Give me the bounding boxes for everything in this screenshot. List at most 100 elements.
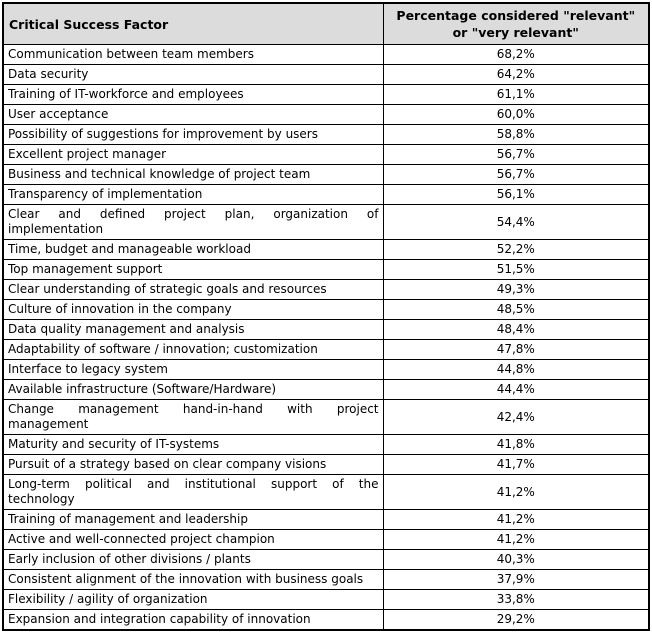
- factor-cell: Top management support: [2, 259, 384, 280]
- factor-text-line: Training of management and leadership: [8, 512, 248, 526]
- table-row: Clear and defined project plan, organiza…: [2, 204, 650, 240]
- percentage-cell: 56,7%: [382, 164, 650, 185]
- factor-text-line: Time, budget and manageable workload: [8, 242, 251, 256]
- percentage-cell: 68,2%: [382, 44, 650, 65]
- factor-text-line: Maturity and security of IT-systems: [8, 437, 220, 451]
- factor-text-line: technology: [8, 492, 75, 506]
- factor-cell: Possibility of suggestions for improveme…: [2, 124, 384, 145]
- table-row: Data security 64,2%: [2, 64, 650, 85]
- factor-text-line: Pursuit of a strategy based on clear com…: [8, 457, 327, 471]
- factor-cell: Transparency of implementation: [2, 184, 384, 205]
- factor-text-line: implementation: [8, 222, 104, 236]
- factor-text-line: Top management support: [8, 262, 163, 276]
- table-row: Expansion and integration capability of …: [2, 609, 650, 631]
- factor-text-line: Flexibility / agility of organization: [8, 592, 208, 606]
- percentage-cell: 64,2%: [382, 64, 650, 85]
- factor-text-line: Early inclusion of other divisions / pla…: [8, 552, 251, 566]
- table-row: Available infrastructure (Software/Hardw…: [2, 379, 650, 400]
- percentage-cell: 41,2%: [382, 529, 650, 550]
- table-row: Long-term political and institutional su…: [2, 474, 650, 510]
- factor-cell: Data quality management and analysis: [2, 319, 384, 340]
- percentage-cell: 54,4%: [382, 204, 650, 240]
- column-header-percentage-relevant: Percentage considered "relevant" or "ver…: [382, 2, 650, 45]
- factor-cell: Time, budget and manageable workload: [2, 239, 384, 260]
- percentage-cell: 48,4%: [382, 319, 650, 340]
- factor-cell: User acceptance: [2, 104, 384, 125]
- factor-text-line: Change management hand-in-hand with proj…: [8, 402, 379, 416]
- factor-cell: Consistent alignment of the innovation w…: [2, 569, 384, 590]
- percentage-cell: 56,7%: [382, 144, 650, 165]
- factor-text-line: Clear understanding of strategic goals a…: [8, 282, 327, 296]
- percentage-cell: 60,0%: [382, 104, 650, 125]
- factor-text-line: Culture of innovation in the company: [8, 302, 232, 316]
- factor-cell: Business and technical knowledge of proj…: [2, 164, 384, 185]
- column-header-critical-success-factor: Critical Success Factor: [2, 2, 384, 45]
- percentage-cell: 29,2%: [382, 609, 650, 631]
- percentage-cell: 41,8%: [382, 434, 650, 455]
- percentage-cell: 42,4%: [382, 399, 650, 435]
- table-row: Culture of innovation in the company 48,5…: [2, 299, 650, 320]
- table-row: Training of management and leadership 41,…: [2, 509, 650, 530]
- table-row: Time, budget and manageable workload 52,2…: [2, 239, 650, 260]
- factor-text-line: Possibility of suggestions for improveme…: [8, 127, 318, 141]
- factor-text-line: management: [8, 417, 89, 431]
- table-row: Active and well-connected project champi…: [2, 529, 650, 550]
- table-row: Interface to legacy system 44,8%: [2, 359, 650, 380]
- percentage-cell: 48,5%: [382, 299, 650, 320]
- factor-cell: Clear and defined project plan, organiza…: [2, 204, 384, 240]
- table-row: Consistent alignment of the innovation w…: [2, 569, 650, 590]
- percentage-cell: 61,1%: [382, 84, 650, 105]
- table-row: Training of IT-workforce and employees 61…: [2, 84, 650, 105]
- factor-text-line: Adaptability of software / innovation; c…: [8, 342, 318, 356]
- table-body: Communication between team members 68,2% D…: [2, 44, 650, 631]
- factor-text-line: Data quality management and analysis: [8, 322, 245, 336]
- table-row: Data quality management and analysis 48,4…: [2, 319, 650, 340]
- table-row: Possibility of suggestions for improveme…: [2, 124, 650, 145]
- factor-cell: Communication between team members: [2, 44, 384, 65]
- factor-text-line: Excellent project manager: [8, 147, 167, 161]
- table-row: Adaptability of software / innovation; c…: [2, 339, 650, 360]
- factor-cell: Clear understanding of strategic goals a…: [2, 279, 384, 300]
- percentage-cell: 41,2%: [382, 474, 650, 510]
- factor-text-line: Training of IT-workforce and employees: [8, 87, 244, 101]
- factor-text-line: Data security: [8, 67, 89, 81]
- factor-cell: Active and well-connected project champi…: [2, 529, 384, 550]
- factor-cell: Adaptability of software / innovation; c…: [2, 339, 384, 360]
- factor-cell: Change management hand-in-hand with proj…: [2, 399, 384, 435]
- factor-cell: Long-term political and institutional su…: [2, 474, 384, 510]
- factor-cell: Data security: [2, 64, 384, 85]
- table-row: Early inclusion of other divisions / pla…: [2, 549, 650, 570]
- table-row: Change management hand-in-hand with proj…: [2, 399, 650, 435]
- factor-cell: Excellent project manager: [2, 144, 384, 165]
- percentage-cell: 51,5%: [382, 259, 650, 280]
- table-row: Communication between team members 68,2%: [2, 44, 650, 65]
- factor-text-line: Active and well-connected project champi…: [8, 532, 275, 546]
- factor-cell: Pursuit of a strategy based on clear com…: [2, 454, 384, 475]
- factor-text-line: Consistent alignment of the innovation w…: [8, 572, 364, 586]
- table-head: Critical Success Factor Percentage consi…: [2, 2, 650, 45]
- factor-cell: Available infrastructure (Software/Hardw…: [2, 379, 384, 400]
- factor-text-line: Interface to legacy system: [8, 362, 168, 376]
- percentage-cell: 33,8%: [382, 589, 650, 610]
- table-row: Maturity and security of IT-systems 41,8%: [2, 434, 650, 455]
- factor-cell: Culture of innovation in the company: [2, 299, 384, 320]
- percentage-cell: 52,2%: [382, 239, 650, 260]
- percentage-cell: 58,8%: [382, 124, 650, 145]
- table-row: Flexibility / agility of organization 33,…: [2, 589, 650, 610]
- factor-cell: Flexibility / agility of organization: [2, 589, 384, 610]
- factor-text-line: Business and technical knowledge of proj…: [8, 167, 311, 181]
- factor-text-line: User acceptance: [8, 107, 109, 121]
- factor-text-line: Available infrastructure (Software/Hardw…: [8, 382, 277, 396]
- percentage-cell: 37,9%: [382, 569, 650, 590]
- table-header-row: Critical Success Factor Percentage consi…: [2, 2, 650, 45]
- factor-text-line: Communication between team members: [8, 47, 254, 61]
- factor-text-line: Transparency of implementation: [8, 187, 203, 201]
- factor-cell: Maturity and security of IT-systems: [2, 434, 384, 455]
- percentage-cell: 41,7%: [382, 454, 650, 475]
- table-row: Business and technical knowledge of proj…: [2, 164, 650, 185]
- table-row: User acceptance 60,0%: [2, 104, 650, 125]
- factor-text-line: Long-term political and institutional su…: [8, 477, 379, 491]
- factor-cell: Interface to legacy system: [2, 359, 384, 380]
